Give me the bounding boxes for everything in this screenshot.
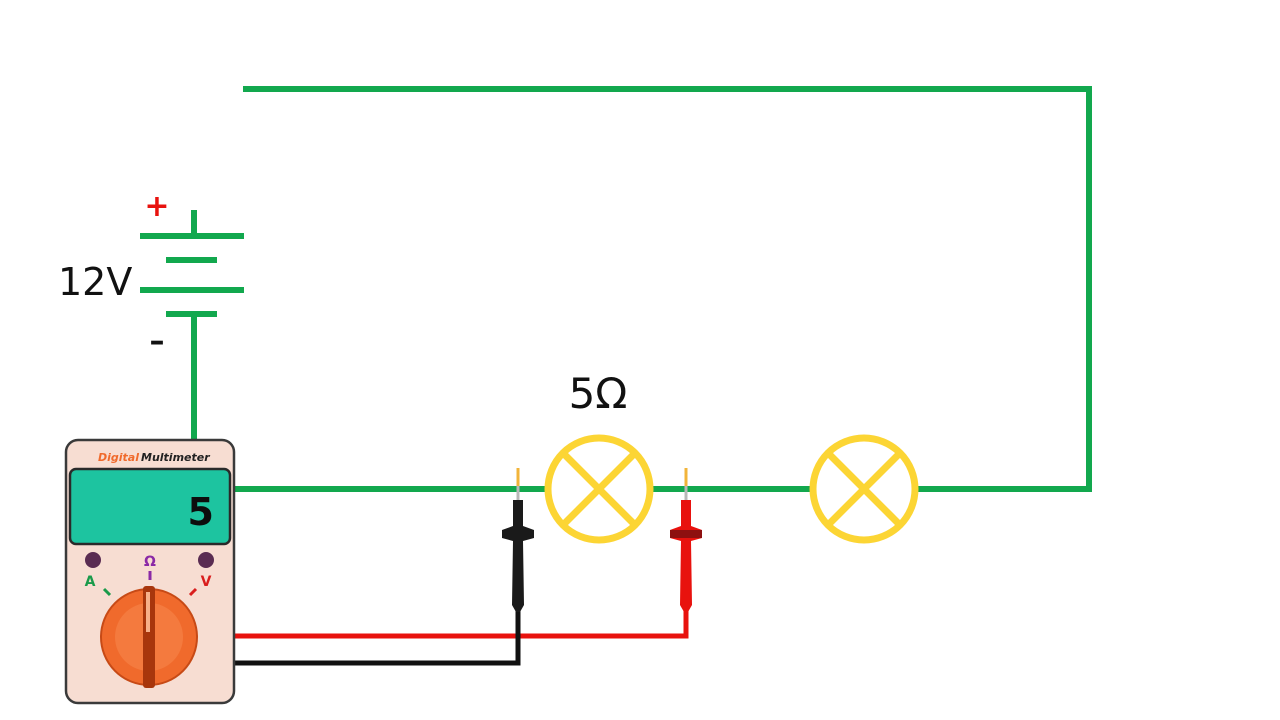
dial-label-ohmmeter: Ω	[144, 554, 156, 570]
input-jack-right	[198, 552, 214, 568]
battery-plus-sign: +	[144, 189, 169, 224]
circuit-wires	[191, 86, 1092, 492]
lamp-icon	[544, 434, 654, 544]
negative-lead-wire	[232, 608, 521, 666]
battery-icon	[140, 233, 244, 317]
lamp-resistance-label: 5Ω	[569, 369, 628, 418]
dial-label-voltmeter: V	[201, 574, 212, 590]
dial-tick-ammeter	[102, 587, 112, 597]
battery-voltage-label: 12V	[58, 260, 132, 304]
dial-label-ammeter: A	[85, 574, 96, 590]
multimeter-icon: Digital Multimeter 5 Ω A V	[64, 438, 236, 705]
multimeter-reading: 5	[188, 490, 214, 534]
dial-tick-voltmeter	[188, 587, 198, 597]
selector-dial-icon[interactable]	[100, 586, 198, 688]
multimeter-brand-word2: Multimeter	[141, 451, 210, 464]
top-wire	[243, 86, 1092, 492]
probe-icon	[670, 468, 702, 612]
multimeter-brand-word1: Digital	[98, 451, 139, 464]
battery-minus-sign: –	[150, 324, 165, 359]
multimeter-screen	[68, 467, 232, 546]
lamp-icon	[809, 434, 919, 544]
input-jack-left	[85, 552, 101, 568]
positive-lead-wire	[232, 608, 689, 639]
probe-icon	[502, 468, 534, 612]
